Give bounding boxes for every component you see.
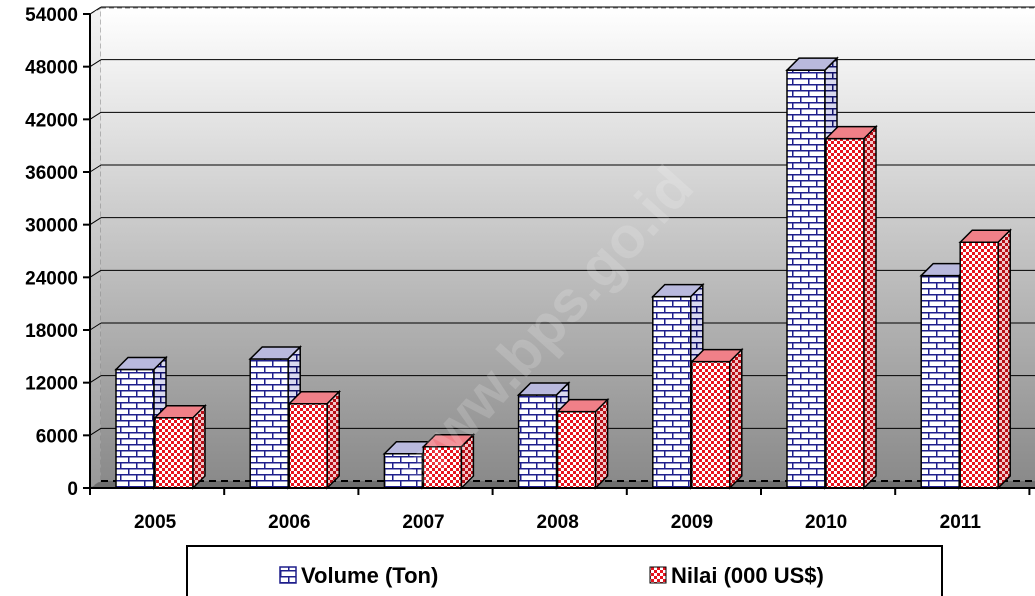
x-tick-label: 2008	[537, 512, 579, 533]
bars	[114, 56, 1013, 490]
bar-side	[192, 403, 206, 490]
y-tick-label: 54000	[25, 5, 78, 26]
x-tick-label: 2007	[402, 512, 444, 533]
bar-side	[460, 432, 475, 490]
bar-front	[691, 360, 731, 489]
x-axis-ticks: 2005 2006 2007 2008 2009 2010 2011	[89, 488, 1031, 533]
bar-side	[326, 389, 340, 490]
bar-side	[863, 124, 877, 490]
bar-front	[422, 445, 463, 489]
y-tick-label: 48000	[25, 58, 78, 79]
gridline-side	[89, 269, 102, 278]
legend-box	[186, 545, 943, 596]
bar-front	[249, 358, 289, 489]
bar	[958, 228, 1013, 490]
bar-front	[786, 69, 826, 489]
gridline-side	[89, 6, 102, 15]
legend-swatch-nilai	[649, 566, 667, 584]
gridline-side	[89, 164, 102, 173]
x-tick-label: 2010	[805, 512, 847, 533]
y-tick-label: 18000	[25, 321, 78, 342]
gridline-side	[89, 322, 102, 331]
gridlines	[89, 6, 1035, 436]
legend-label-nilai: Nilai (000 US$)	[671, 563, 824, 588]
y-tick-label: 36000	[25, 163, 78, 184]
gridline-side	[89, 375, 102, 384]
bar	[689, 347, 744, 490]
bar	[287, 389, 342, 490]
gridline-side	[89, 427, 102, 436]
x-tick-label: 2005	[134, 512, 177, 533]
side-wall	[89, 7, 102, 489]
y-tick-label: 6000	[36, 426, 78, 447]
bar-front	[652, 295, 692, 489]
y-tick-label: 42000	[25, 110, 78, 131]
x-tick-label: 2011	[940, 512, 982, 533]
bar-front	[825, 137, 865, 489]
y-tick-label: 12000	[25, 374, 78, 395]
bar-front	[154, 417, 194, 489]
bar-front	[288, 402, 328, 489]
y-tick-label: 0	[67, 479, 78, 500]
bar-front	[115, 368, 155, 489]
bar-front	[920, 274, 960, 489]
y-tick-label: 24000	[25, 268, 78, 289]
bar	[555, 397, 610, 490]
bar-front	[556, 410, 597, 489]
legend-label-volume: Volume (Ton)	[301, 563, 438, 588]
legend: Volume (Ton) Nilai (000 US$)	[186, 545, 943, 596]
bar	[153, 403, 207, 490]
y-tick-label: 30000	[25, 216, 78, 237]
gridline-side	[89, 59, 102, 68]
x-tick-label: 2006	[268, 512, 310, 533]
bar	[824, 124, 878, 490]
bar-front	[517, 394, 558, 489]
bar-side	[729, 347, 743, 490]
bar	[421, 432, 476, 490]
gridline-side	[89, 111, 102, 120]
x-tick-label: 2009	[671, 512, 713, 533]
gridline-side	[89, 217, 102, 226]
bar-side	[594, 397, 609, 490]
bar-front	[959, 241, 999, 489]
bar	[248, 345, 303, 490]
bar-front	[383, 453, 424, 489]
legend-swatch-volume	[279, 566, 297, 584]
bar-side	[997, 228, 1011, 490]
y-axis-ticks: 0 6000 12000 18000 24000 30000 36000 42000 48000…	[25, 5, 90, 500]
